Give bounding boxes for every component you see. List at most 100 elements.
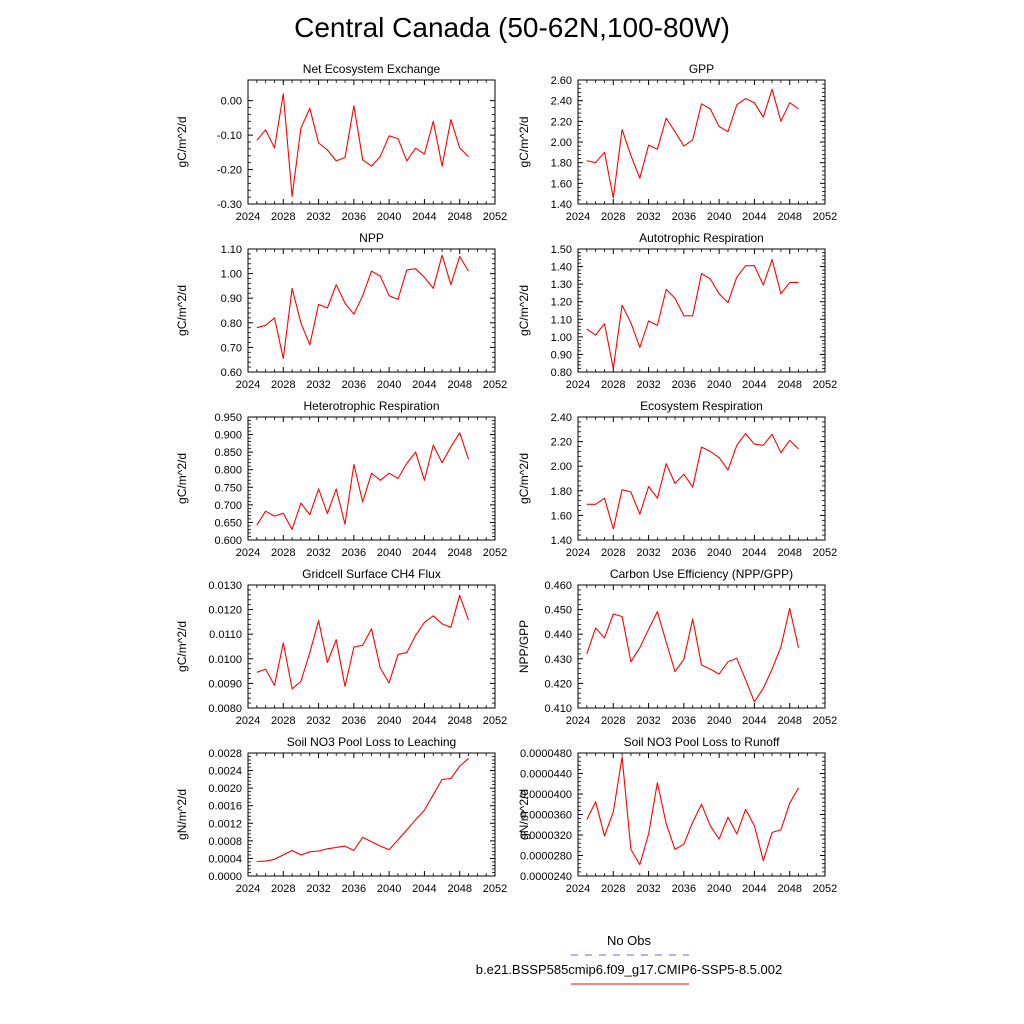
x-tick-label: 2032 [306, 211, 330, 223]
y-tick-label: 1.40 [551, 535, 572, 547]
x-tick-label: 2028 [271, 379, 295, 391]
y-tick-label: 0.0000 [208, 871, 242, 883]
y-axis-label: gC/m^2/d [175, 117, 189, 168]
x-tick-label: 2040 [707, 883, 731, 895]
plot-frame [577, 752, 826, 877]
panel-title: Soil NO3 Pool Loss to Leaching [287, 735, 456, 749]
x-tick-label: 2036 [672, 547, 696, 559]
x-tick-label: 2048 [447, 547, 471, 559]
x-tick-label: 2052 [483, 547, 507, 559]
x-tick-label: 2032 [636, 379, 660, 391]
panel-title: Gridcell Surface CH4 Flux [302, 567, 441, 581]
x-tick-label: 2044 [412, 211, 436, 223]
x-tick-label: 2044 [742, 715, 766, 727]
x-tick-label: 2040 [377, 211, 401, 223]
x-tick-label: 2044 [742, 883, 766, 895]
x-tick-label: 2028 [271, 547, 295, 559]
y-tick-label: 0.850 [214, 447, 242, 459]
x-tick-label: 2024 [236, 547, 260, 559]
y-tick-label: 0.410 [544, 703, 572, 715]
x-tick-label: 2032 [306, 883, 330, 895]
y-tick-label: 0.0110 [209, 629, 242, 641]
x-tick-label: 2048 [777, 379, 801, 391]
x-tick-label: 2028 [271, 211, 295, 223]
y-tick-label: 1.00 [551, 332, 572, 344]
y-tick-label: 0.460 [544, 580, 572, 592]
x-tick-label: 2024 [236, 715, 260, 727]
x-tick-label: 2028 [271, 883, 295, 895]
legend-model-label: b.e21.BSSP585cmip6.f09_g17.CMIP6-SSP5-8.… [476, 962, 782, 977]
x-tick-label: 2048 [447, 211, 471, 223]
y-axis-label: gC/m^2/d [517, 285, 531, 336]
x-tick-label: 2036 [672, 211, 696, 223]
series-line [256, 757, 469, 863]
y-tick-label: 0.0024 [208, 766, 242, 778]
y-tick-label: 0.600 [214, 535, 242, 547]
y-axis-label: gC/m^2/d [517, 117, 531, 168]
x-tick-label: 2024 [566, 715, 590, 727]
y-tick-label: 1.50 [551, 244, 572, 256]
y-tick-label: 2.00 [551, 461, 572, 473]
y-tick-label: 1.40 [551, 262, 572, 274]
y-tick-label: 0.950 [214, 412, 242, 424]
x-tick-label: 2052 [483, 715, 507, 727]
panel-8: Carbon Use Efficiency (NPP/GPP) NPP/GPP 20… [517, 567, 837, 727]
panel-2: GPP gC/m^2/d 2024 2028 2032 2036 2040 2044 2048 2… [517, 62, 837, 223]
y-tick-label: -0.20 [217, 165, 242, 177]
y-tick-label: -0.30 [217, 199, 242, 211]
x-tick-label: 2052 [813, 379, 837, 391]
x-tick-label: 2044 [412, 379, 436, 391]
panel-title: Heterotrophic Respiration [303, 399, 439, 413]
y-tick-label: 1.20 [551, 297, 572, 309]
x-tick-label: 2040 [707, 547, 731, 559]
panel-3: NPP gC/m^2/d 2024 2028 2032 2036 2040 2044 2048 2… [175, 231, 507, 391]
x-tick-label: 2052 [813, 883, 837, 895]
y-tick-label: 0.0000440 [520, 769, 572, 781]
y-axis-label: gC/m^2/d [517, 453, 531, 504]
y-axis-label: gN/m^2/d [517, 789, 531, 840]
y-tick-label: 0.60 [221, 367, 242, 379]
panel-title: Autotrophic Respiration [639, 231, 764, 245]
plot-frame [577, 584, 826, 709]
x-tick-label: 2052 [483, 883, 507, 895]
x-tick-label: 2044 [742, 547, 766, 559]
y-tick-label: 0.90 [551, 349, 572, 361]
x-tick-label: 2048 [447, 715, 471, 727]
figure-title: Central Canada (50-62N,100-80W) [294, 12, 730, 43]
y-tick-label: 2.00 [551, 137, 572, 149]
x-tick-label: 2032 [636, 211, 660, 223]
panel-title: Soil NO3 Pool Loss to Runoff [624, 735, 781, 749]
series-line [256, 254, 469, 360]
panel-5: Heterotrophic Respiration gC/m^2/d 2024 202… [175, 399, 507, 559]
y-tick-label: 0.0080 [208, 703, 242, 715]
x-tick-label: 2040 [377, 547, 401, 559]
series-line [586, 607, 800, 703]
x-tick-label: 2024 [236, 883, 260, 895]
panel-title: GPP [689, 62, 714, 76]
x-tick-label: 2052 [483, 379, 507, 391]
x-tick-label: 2024 [236, 211, 260, 223]
x-tick-label: 2036 [672, 715, 696, 727]
y-tick-label: 0.80 [221, 318, 242, 330]
y-tick-label: 0.0090 [208, 678, 242, 690]
x-tick-label: 2032 [636, 715, 660, 727]
y-tick-label: 0.0120 [208, 605, 242, 617]
x-tick-label: 2028 [271, 715, 295, 727]
y-tick-label: 0.800 [214, 465, 242, 477]
x-tick-label: 2024 [236, 379, 260, 391]
x-tick-label: 2040 [707, 379, 731, 391]
x-tick-label: 2028 [601, 379, 625, 391]
series-line [586, 756, 799, 866]
y-tick-label: 0.0012 [208, 818, 242, 830]
x-tick-label: 2036 [672, 883, 696, 895]
panel-9: Soil NO3 Pool Loss to Leaching gN/m^2/d 20… [175, 735, 507, 895]
x-tick-label: 2036 [342, 883, 366, 895]
y-tick-label: 0.0000280 [520, 851, 572, 863]
x-tick-label: 2044 [742, 211, 766, 223]
x-tick-label: 2048 [777, 883, 801, 895]
plot-frame [247, 752, 496, 877]
x-tick-label: 2024 [566, 211, 590, 223]
y-tick-label: 1.60 [551, 510, 572, 522]
